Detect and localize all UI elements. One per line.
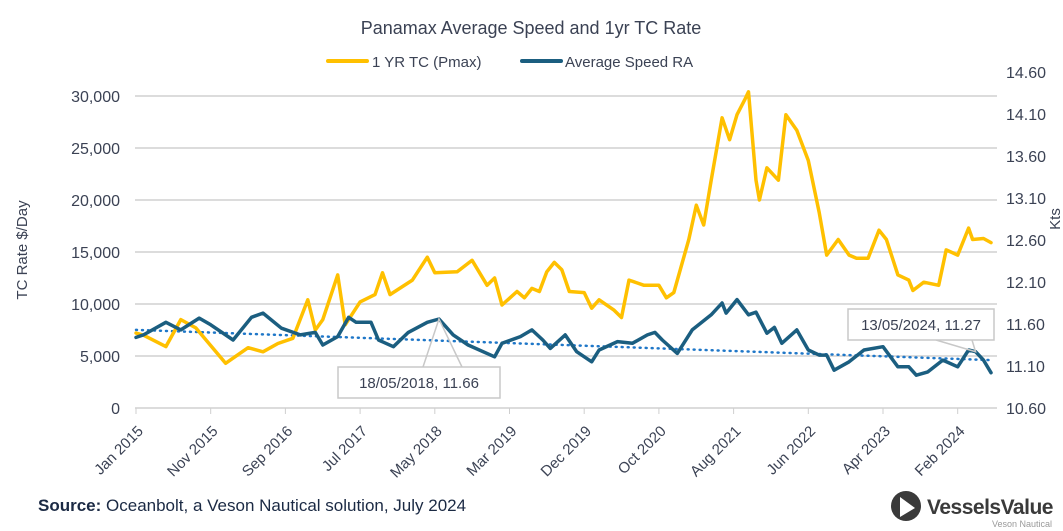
y-tick-label: 15,000	[71, 245, 120, 262]
data-callout: 18/05/2018, 11.66	[337, 316, 501, 399]
tc-rate-line	[134, 90, 993, 366]
y2-tick-label: 12.60	[1006, 233, 1046, 250]
legend: 1 YR TC (Pmax) Average Speed RA	[326, 54, 693, 71]
x-tick-label: Sep 2016	[239, 423, 296, 480]
source-text: Oceanbolt, a Veson Nautical solution, Ju…	[101, 496, 466, 515]
y2-tick-label: 14.10	[1006, 107, 1046, 124]
chart-title: Panamax Average Speed and 1yr TC Rate	[361, 18, 702, 38]
annotations: 18/05/2018, 11.66 13/05/2024, 11.27	[337, 308, 995, 399]
y-axis-left: 0 5,000 10,000 15,000 20,000 25,000 30,000	[71, 89, 120, 418]
plot-area	[134, 90, 993, 377]
average-speed-line	[134, 297, 993, 377]
y2-axis-title: Kts	[1047, 208, 1063, 230]
x-tick-label: Oct 2020	[615, 423, 670, 478]
x-tick-label: Jul 2017	[319, 423, 371, 475]
legend-label-speed: Average Speed RA	[565, 54, 693, 71]
x-tick-label: Jun 2022	[763, 423, 819, 479]
y2-tick-label: 10.60	[1006, 401, 1046, 418]
y-axis-right: 10.60 11.10 11.60 12.10 12.60 13.10 13.60 14.10…	[1006, 65, 1046, 418]
y2-tick-label: 13.60	[1006, 149, 1046, 166]
y-tick-label: 0	[111, 401, 120, 418]
y-tick-label: 30,000	[71, 89, 120, 106]
source-line: Source: Oceanbolt, a Veson Nautical solu…	[38, 496, 466, 515]
x-tick-label: Jan 2015	[91, 423, 147, 479]
legend-label-tc: 1 YR TC (Pmax)	[372, 54, 481, 71]
callout-label: 13/05/2024, 11.27	[861, 317, 981, 334]
y-axis-title: TC Rate $/Day	[14, 200, 31, 300]
x-tick-label: May 2018	[387, 423, 446, 482]
gridlines	[135, 95, 997, 409]
data-callout: 13/05/2024, 11.27	[847, 308, 995, 353]
callout-leader	[935, 339, 977, 353]
y-tick-label: 10,000	[71, 297, 120, 314]
callout-label: 18/05/2018, 11.66	[359, 375, 479, 392]
y-tick-label: 25,000	[71, 141, 120, 158]
callout-box	[847, 308, 995, 341]
logo-text: VesselsValue	[927, 496, 1053, 519]
logo-subtext: Veson Nautical	[992, 519, 1052, 529]
vesselsvalue-logo: VesselsValue Veson Nautical	[891, 491, 1053, 529]
y2-tick-label: 14.60	[1006, 65, 1046, 82]
y2-tick-label: 12.10	[1006, 275, 1046, 292]
x-tick-label: Apr 2023	[839, 423, 894, 478]
callout-box	[337, 366, 501, 399]
x-axis: Jan 2015 Nov 2015 Sep 2016 Jul 2017 May 2018…	[91, 408, 969, 482]
callout-leader	[422, 316, 463, 368]
x-tick-label: Nov 2015	[164, 423, 221, 480]
x-tick-label: Mar 2019	[463, 423, 520, 480]
source-label: Source:	[38, 496, 101, 515]
x-tick-label: Aug 2021	[687, 423, 744, 480]
x-tick-label: Feb 2024	[912, 423, 969, 480]
speed-trendline	[134, 328, 993, 362]
logo-triangle-icon	[900, 497, 915, 517]
x-tick-label: Dec 2019	[538, 423, 595, 480]
y2-tick-label: 11.10	[1006, 359, 1045, 376]
y2-tick-label: 11.60	[1006, 317, 1045, 334]
y-tick-label: 5,000	[80, 349, 120, 366]
y2-tick-label: 13.10	[1006, 191, 1046, 208]
y-tick-label: 20,000	[71, 193, 120, 210]
